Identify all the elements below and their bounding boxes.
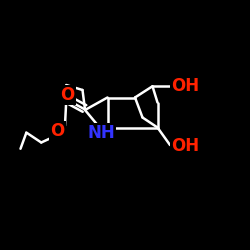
Text: OH: OH — [171, 77, 200, 95]
Text: OH: OH — [171, 137, 200, 155]
Text: NH: NH — [88, 124, 115, 142]
Text: O: O — [50, 122, 64, 140]
Text: O: O — [60, 86, 74, 104]
